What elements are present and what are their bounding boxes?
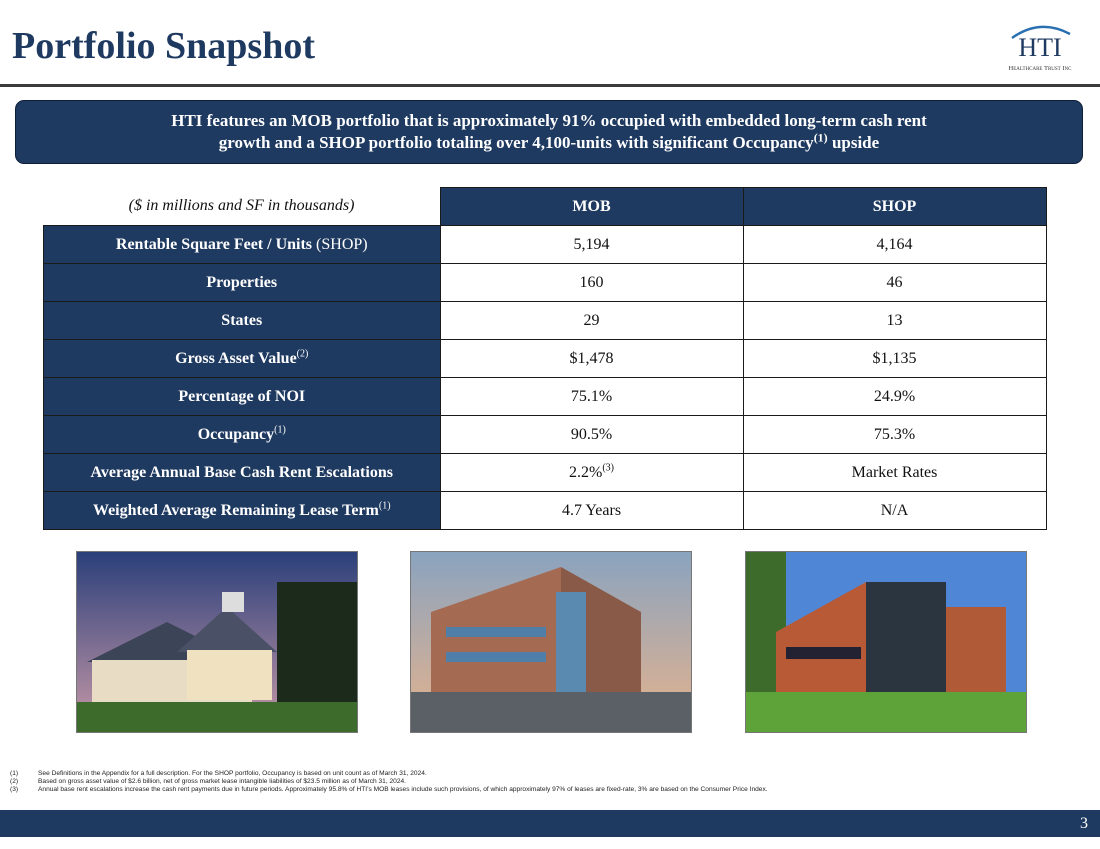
table-cell: Market Rates (742, 453, 1047, 492)
row-label: Weighted Average Remaining Lease Term (92, 501, 379, 519)
table-caption: ($ in millions and SF in thousands) (128, 197, 355, 215)
header-row: ($ in millions and SF in thousands) MOB S… (44, 187, 1047, 226)
table-row: Gross Asset Value(2) $1,478 $1,135 (43, 339, 1047, 378)
row-label: Occupancy (197, 425, 275, 443)
photo-shop (76, 551, 358, 733)
footnote: (3) Annual base rent escalations increase… (10, 786, 768, 794)
logo-name: Healthcare Trust Inc (1009, 65, 1073, 72)
footnote: (1) See Definitions in the Appendix for a… (10, 770, 768, 778)
table-cell: 90.5% (439, 415, 744, 454)
row-note: (SHOP) (316, 235, 368, 253)
cell-text: 75.3% (873, 425, 916, 443)
cell-text: 4,164 (876, 235, 913, 253)
row-header: Occupancy(1) (43, 415, 441, 454)
cell-text: 24.9% (873, 387, 916, 405)
table-cell: 24.9% (742, 377, 1047, 416)
cell-text: 4.7 Years (561, 501, 622, 519)
row-label: Gross Asset Value (175, 349, 297, 367)
footnotes: (1) See Definitions in the Appendix for a… (10, 770, 768, 795)
footnote-number: (1) (10, 770, 19, 777)
cell-text: 5,194 (573, 235, 610, 253)
banner: HTI features an MOB portfolio that is ap… (15, 100, 1083, 164)
column-header: SHOP (742, 187, 1047, 226)
photo-mob-2 (745, 551, 1027, 733)
table-cell: 4.7 Years (439, 491, 744, 530)
table-cell: 75.1% (439, 377, 744, 416)
footnote-number: (2) (10, 778, 19, 786)
table-cell: 2.2%(3) (439, 453, 744, 492)
logo-arc (1011, 25, 1071, 40)
footnote: (2) Based on gross asset value of $2.6 bi… (10, 778, 768, 786)
row-label: Percentage of NOI (178, 387, 306, 405)
slide-title: Portfolio Snapshot (12, 25, 315, 67)
header-rule (0, 84, 1100, 87)
table-cell: $1,135 (742, 339, 1047, 378)
cell-text: 75.1% (570, 387, 613, 405)
table-row: States 29 13 (43, 301, 1047, 340)
cell-text: $1,135 (872, 349, 917, 367)
row-sup: (1) (378, 500, 391, 512)
row-header: States (43, 301, 441, 340)
row-label: Rentable Square Feet / Units (115, 235, 313, 253)
logo: HTI Healthcare Trust Inc (1009, 25, 1073, 72)
banner-main: HTI features an MOB portfolio that is ap… (171, 111, 927, 152)
footnote-number: (3) (10, 786, 19, 794)
cell-text: N/A (880, 501, 909, 519)
table-cell: 29 (439, 301, 744, 340)
banner-sup: (1) (813, 130, 828, 145)
table-row: Average Annual Base Cash Rent Escalation… (43, 453, 1047, 492)
table-row: Percentage of NOI 75.1% 24.9% (43, 377, 1047, 416)
footnote-text: Based on gross asset value of $2.6 billi… (38, 778, 406, 786)
row-label: States (221, 311, 263, 329)
cell-text: 29 (583, 311, 600, 329)
table-cell: $1,478 (439, 339, 744, 378)
table-cell: 4,164 (742, 225, 1047, 264)
footer-bar (0, 810, 1100, 837)
footnote-text: See Definitions in the Appendix for a fu… (38, 770, 427, 777)
table-cell: N/A (742, 491, 1047, 530)
cell-text: 90.5% (570, 425, 613, 443)
table-cell: 13 (742, 301, 1047, 340)
row-header: Rentable Square Feet / Units (SHOP) (43, 225, 441, 264)
banner-text: HTI features an MOB portfolio that is ap… (146, 110, 952, 154)
page-number: 3 (1080, 815, 1088, 832)
row-header: Average Annual Base Cash Rent Escalation… (43, 453, 441, 492)
cell-text: 13 (886, 311, 903, 329)
cell-text: 46 (886, 273, 903, 291)
snapshot-table: ($ in millions and SF in thousands) MOB S… (43, 187, 1047, 530)
footnote-text: Annual base rent escalations increase th… (38, 786, 768, 794)
cell-text: Market Rates (851, 463, 938, 481)
table-body: Rentable Square Feet / Units (SHOP) 5,194… (43, 225, 1047, 530)
table-row: Weighted Average Remaining Lease Term(1)… (43, 491, 1047, 530)
row-label: Properties (206, 273, 278, 291)
row-header: Properties (43, 263, 441, 302)
column-header: MOB (439, 187, 744, 226)
table-cell: 75.3% (742, 415, 1047, 454)
table-cell: 46 (742, 263, 1047, 302)
row-header: Weighted Average Remaining Lease Term(1) (43, 491, 441, 530)
table-row: Occupancy(1) 90.5% 75.3% (43, 415, 1047, 454)
cell-sup: (3) (602, 462, 614, 474)
table-cell: 160 (439, 263, 744, 302)
table-row: Rentable Square Feet / Units (SHOP) 5,194… (43, 225, 1047, 264)
photo-mob-1 (410, 551, 692, 733)
row-sup: (1) (274, 424, 286, 436)
table-row: Properties 160 46 (43, 263, 1047, 302)
table-cell: 5,194 (439, 225, 744, 264)
row-sup: (2) (296, 348, 309, 360)
row-header: Percentage of NOI (43, 377, 441, 416)
cell-text: 160 (579, 273, 604, 291)
cell-text: $1,478 (569, 349, 614, 367)
row-header: Gross Asset Value(2) (43, 339, 441, 378)
banner-tail: upside (831, 133, 880, 152)
cell-text: 2.2% (569, 463, 603, 481)
logo-mark: HTI (1018, 33, 1061, 62)
row-label: Average Annual Base Cash Rent Escalation… (90, 463, 393, 481)
